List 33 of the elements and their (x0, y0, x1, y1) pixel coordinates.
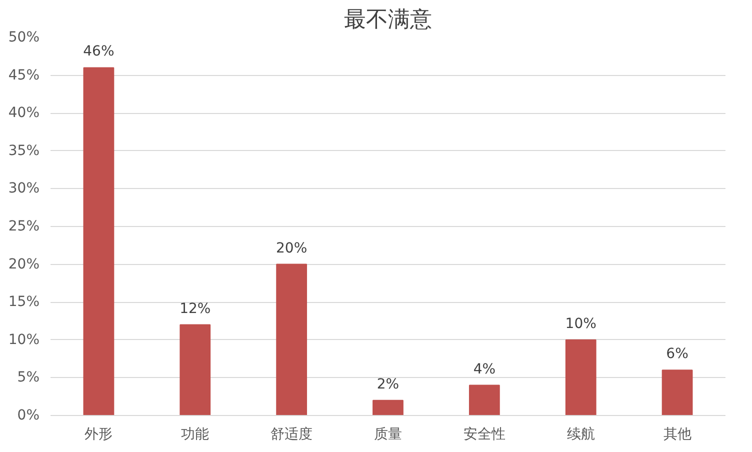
y-tick-label: 45% (8, 67, 40, 84)
bar (372, 400, 404, 416)
bar (276, 264, 308, 416)
data-label: 46% (83, 44, 114, 60)
bar (83, 67, 114, 416)
data-label: 6% (666, 346, 688, 362)
chart-title: 最不满意 (344, 8, 432, 32)
data-label: 10% (565, 316, 596, 332)
y-tick-label: 50% (8, 30, 40, 46)
y-tick-label: 5% (17, 370, 40, 386)
y-tick-label: 10% (8, 332, 40, 348)
y-tick-label: 25% (8, 218, 40, 234)
x-tick-label: 安全性 (463, 426, 506, 442)
data-label: 2% (376, 376, 400, 392)
y-tick-label: 30% (8, 180, 40, 197)
x-tick-label: 功能 (181, 426, 210, 442)
data-label: 4% (473, 361, 496, 378)
x-tick-label: 外形 (84, 426, 113, 442)
y-tick-label: 35% (8, 142, 40, 159)
y-tick-label: 15% (8, 294, 40, 310)
x-tick-label: 质量 (374, 426, 402, 442)
x-tick-label: 续航 (566, 426, 595, 442)
bar (662, 370, 693, 416)
bar (468, 384, 500, 416)
bar (180, 324, 211, 416)
data-label: 20% (276, 240, 308, 256)
y-tick-label: 20% (8, 256, 40, 272)
data-label: 12% (180, 300, 211, 317)
x-tick-label: 其他 (663, 426, 692, 442)
y-tick-label: 0% (17, 408, 40, 424)
bar (565, 339, 596, 416)
y-tick-label: 40% (8, 105, 40, 122)
x-tick-label: 舒适度 (270, 426, 313, 442)
